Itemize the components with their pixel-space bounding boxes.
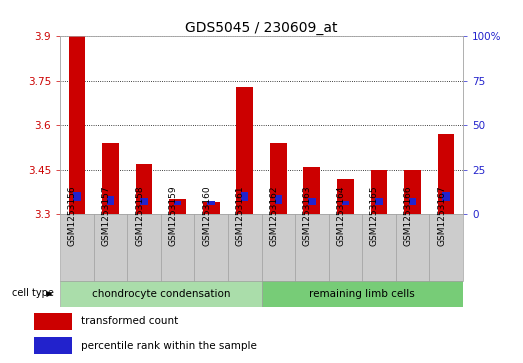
- Bar: [438, 134, 454, 214]
- Text: chondrocyte condensation: chondrocyte condensation: [92, 289, 230, 299]
- Bar: [442, 192, 450, 201]
- Bar: [94, 214, 127, 281]
- Bar: [203, 202, 220, 214]
- Bar: [236, 87, 253, 214]
- Text: transformed count: transformed count: [81, 317, 178, 326]
- Bar: [328, 214, 362, 281]
- Bar: [337, 179, 354, 214]
- Bar: [73, 192, 81, 201]
- Bar: [362, 214, 396, 281]
- Bar: [342, 201, 349, 205]
- Text: percentile rank within the sample: percentile rank within the sample: [81, 341, 257, 351]
- Bar: [60, 281, 262, 307]
- Bar: [371, 170, 388, 214]
- Text: GSM1253160: GSM1253160: [202, 186, 211, 246]
- Bar: [262, 281, 463, 307]
- Text: GSM1253164: GSM1253164: [336, 186, 345, 246]
- Text: GSM1253162: GSM1253162: [269, 186, 278, 246]
- Bar: [135, 164, 152, 214]
- Title: GDS5045 / 230609_at: GDS5045 / 230609_at: [185, 21, 338, 35]
- Text: GSM1253161: GSM1253161: [236, 186, 245, 246]
- Text: GSM1253165: GSM1253165: [370, 186, 379, 246]
- Text: GSM1253159: GSM1253159: [168, 186, 178, 246]
- Text: GSM1253167: GSM1253167: [437, 186, 446, 246]
- Bar: [195, 214, 228, 281]
- Bar: [275, 195, 282, 204]
- Text: GSM1253158: GSM1253158: [135, 186, 144, 246]
- Bar: [303, 167, 320, 214]
- Bar: [169, 199, 186, 214]
- Bar: [295, 214, 328, 281]
- Text: remaining limb cells: remaining limb cells: [309, 289, 415, 299]
- Bar: [140, 198, 148, 205]
- Bar: [107, 196, 114, 205]
- Bar: [127, 214, 161, 281]
- Bar: [375, 198, 383, 205]
- Bar: [241, 192, 248, 201]
- Bar: [34, 337, 72, 354]
- Bar: [34, 313, 72, 330]
- Text: GSM1253163: GSM1253163: [303, 186, 312, 246]
- Bar: [174, 201, 181, 205]
- Bar: [404, 170, 421, 214]
- Bar: [429, 214, 463, 281]
- Bar: [308, 198, 315, 205]
- Bar: [102, 143, 119, 214]
- Bar: [396, 214, 429, 281]
- Bar: [60, 214, 94, 281]
- Bar: [208, 201, 215, 205]
- Bar: [270, 143, 287, 214]
- Bar: [228, 214, 262, 281]
- Bar: [69, 36, 85, 214]
- Bar: [262, 214, 295, 281]
- Bar: [161, 214, 195, 281]
- Bar: [409, 198, 416, 205]
- Text: cell type: cell type: [12, 288, 54, 298]
- Text: GSM1253166: GSM1253166: [404, 186, 413, 246]
- Text: GSM1253156: GSM1253156: [68, 186, 77, 246]
- Text: GSM1253157: GSM1253157: [101, 186, 110, 246]
